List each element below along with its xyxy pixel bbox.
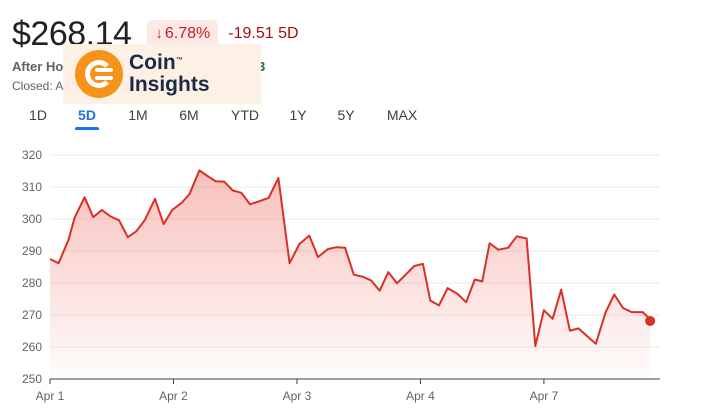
y-tick-label: 300	[22, 212, 42, 226]
y-tick-label: 280	[22, 276, 42, 290]
x-tick-label: Apr 4	[406, 389, 435, 403]
coin-insights-logo-icon	[75, 50, 123, 98]
x-tick-label: Apr 2	[159, 389, 188, 403]
after-hours-line: After Ho 3	[12, 59, 265, 74]
after-hours-value: 3	[258, 59, 266, 74]
y-tick-label: 320	[22, 148, 42, 162]
tab-1d[interactable]: 1D	[29, 107, 47, 123]
y-tick-label: 310	[22, 180, 42, 194]
y-tick-label: 290	[22, 244, 42, 258]
tab-6m[interactable]: 6M	[179, 107, 199, 123]
last-price-marker	[645, 315, 656, 326]
after-hours-label: After Ho	[12, 59, 64, 74]
price-line	[49, 169, 651, 347]
brand-bottom: Insights	[129, 73, 210, 96]
tab-5d[interactable]: 5D	[75, 104, 99, 130]
y-tick-label: 270	[22, 308, 42, 322]
brand-top: Coin	[129, 51, 176, 74]
change-percent: 6.78%	[164, 25, 211, 42]
tab-max[interactable]: MAX	[386, 107, 418, 123]
tab-ytd[interactable]: YTD	[231, 107, 259, 123]
x-axis-labels: Apr 1 Apr 2 Apr 3 Apr 4 Apr 7	[36, 379, 559, 403]
price-chart[interactable]: 320 310 300 290 280 270 260 250 Apr 1 Apr 2 Apr 3…	[0, 140, 706, 418]
coin-insights-watermark: Coin ™ Insights	[63, 44, 261, 104]
trademark-symbol: ™	[176, 57, 183, 64]
change-percent-badge: ↓ 6.78%	[147, 20, 219, 48]
down-arrow-icon: ↓	[155, 25, 163, 42]
y-tick-label: 260	[22, 340, 42, 354]
y-axis-labels: 320 310 300 290 280 270 260 250	[22, 148, 42, 386]
tab-5y[interactable]: 5Y	[337, 107, 355, 123]
tab-1m[interactable]: 1M	[128, 107, 148, 123]
x-tick-label: Apr 3	[283, 389, 312, 403]
watermark-brand: Coin ™ Insights	[129, 52, 210, 96]
x-tick-label: Apr 1	[36, 389, 65, 403]
x-tick-label: Apr 7	[530, 389, 559, 403]
price-area-fill	[50, 170, 651, 379]
active-tab-indicator	[75, 127, 99, 130]
tab-1y[interactable]: 1Y	[289, 107, 307, 123]
y-tick-label: 250	[22, 372, 42, 386]
change-value: -19.51 5D	[228, 25, 299, 42]
